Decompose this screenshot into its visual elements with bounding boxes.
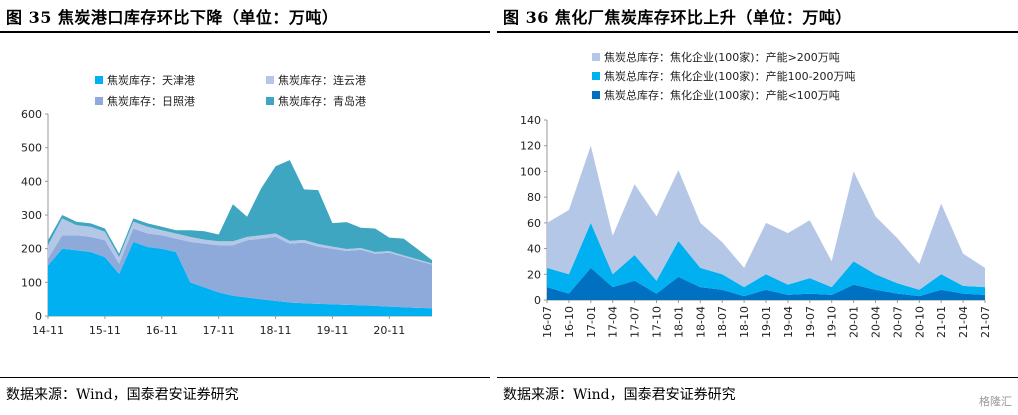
area-series-0 (48, 241, 432, 316)
y-tick-label: 40 (527, 243, 541, 256)
right-chart-title: 图 36 焦化厂焦炭库存环比上升（单位：万吨） (503, 8, 852, 27)
x-tick-label: 18-11 (260, 324, 292, 337)
left-bottom-rule (0, 377, 490, 378)
legend-label: 焦炭库存：青岛港 (278, 94, 366, 108)
area-series-1 (48, 228, 432, 309)
watermark-logo: 格隆汇 (979, 395, 1012, 408)
x-tick-label: 20-07 (891, 306, 904, 338)
x-tick-label: 19-04 (782, 306, 795, 338)
x-tick-label: 18-07 (716, 306, 729, 338)
x-tick-label: 17-10 (651, 306, 664, 338)
y-tick-label: 100 (21, 276, 42, 289)
x-tick-label: 18-10 (738, 306, 751, 338)
area-series-3 (48, 160, 432, 264)
y-tick-label: 400 (21, 175, 42, 188)
y-tick-label: 60 (527, 217, 541, 230)
left-top-rule (0, 31, 490, 33)
x-tick-label: 17-04 (607, 306, 620, 338)
legend-swatch (95, 76, 103, 84)
legend-swatch (592, 91, 600, 99)
y-tick-label: 500 (21, 142, 42, 155)
x-tick-label: 20-04 (870, 306, 883, 338)
x-tick-label: 15-11 (89, 324, 121, 337)
x-tick-label: 16-11 (146, 324, 178, 337)
y-tick-label: 80 (527, 191, 541, 204)
legend-swatch (95, 97, 103, 105)
legend-swatch (266, 97, 274, 105)
x-tick-label: 16-07 (541, 306, 554, 338)
x-tick-label: 21-07 (979, 306, 992, 338)
legend-label: 焦炭总库存：焦化企业(100家)：产能>200万吨 (604, 50, 840, 64)
y-tick-label: 140 (520, 114, 541, 127)
right-chart: 0 20 40 60 80 100 120 140 16-07 16-10 17-01 17-04 17… (520, 50, 992, 338)
x-tick-label: 19-10 (826, 306, 839, 338)
x-tick-label: 20-11 (373, 324, 405, 337)
y-tick-label: 300 (21, 209, 42, 222)
right-top-rule (497, 31, 1018, 33)
y-tick-label: 0 (35, 310, 42, 323)
legend-label: 焦炭库存：日照港 (107, 94, 195, 108)
x-tick-label: 18-04 (694, 306, 707, 338)
legend-label: 焦炭库存：连云港 (278, 73, 366, 87)
y-tick-label: 120 (520, 140, 541, 153)
x-tick-label: 20-10 (913, 306, 926, 338)
legend-swatch (592, 72, 600, 80)
left-source-note: 数据来源：Wind，国泰君安证券研究 (6, 387, 239, 403)
left-chart-title: 图 35 焦炭港口库存环比下降（单位：万吨） (6, 8, 339, 27)
right-panel: 图 36 焦化厂焦炭库存环比上升（单位：万吨） 0 20 40 60 80 100 120 1… (497, 0, 1018, 415)
area-series-2 (547, 145, 985, 290)
right-source-note: 数据来源：Wind，国泰君安证券研究 (503, 387, 736, 403)
area-series-1 (547, 222, 985, 297)
legend-swatch (266, 76, 274, 84)
y-tick-label: 100 (520, 165, 541, 178)
y-tick-label: 0 (534, 294, 541, 307)
x-tick-label: 17-07 (629, 306, 642, 338)
x-tick-label: 18-01 (672, 306, 685, 338)
area-series-2 (48, 218, 432, 265)
area-series-0 (547, 267, 985, 300)
right-bottom-rule (497, 377, 1018, 378)
y-tick-label: 200 (21, 243, 42, 256)
legend-label: 焦炭库存：天津港 (107, 73, 195, 87)
x-tick-label: 21-04 (957, 306, 970, 338)
y-tick-label: 20 (527, 268, 541, 281)
x-tick-label: 14-11 (32, 324, 64, 337)
legend-label: 焦炭总库存：焦化企业(100家)：产能<100万吨 (604, 88, 840, 102)
x-tick-label: 17-11 (203, 324, 235, 337)
x-tick-label: 17-01 (585, 306, 598, 338)
x-tick-label: 20-01 (848, 306, 861, 338)
legend-label: 焦炭总库存：焦化企业(100家)：产能100-200万吨 (604, 69, 856, 83)
y-tick-label: 600 (21, 108, 42, 121)
x-tick-label: 19-07 (804, 306, 817, 338)
legend-swatch (592, 53, 600, 61)
x-tick-label: 21-01 (935, 306, 948, 338)
left-chart: 0 100 200 300 400 500 600 14-11 15-11 16-11 17-11 1… (21, 73, 432, 337)
x-tick-label: 19-01 (760, 306, 773, 338)
left-panel: 图 35 焦炭港口库存环比下降（单位：万吨） 0 100 200 300 400 500 6… (0, 0, 490, 415)
x-tick-label: 19-11 (316, 324, 348, 337)
x-tick-label: 16-10 (563, 306, 576, 338)
